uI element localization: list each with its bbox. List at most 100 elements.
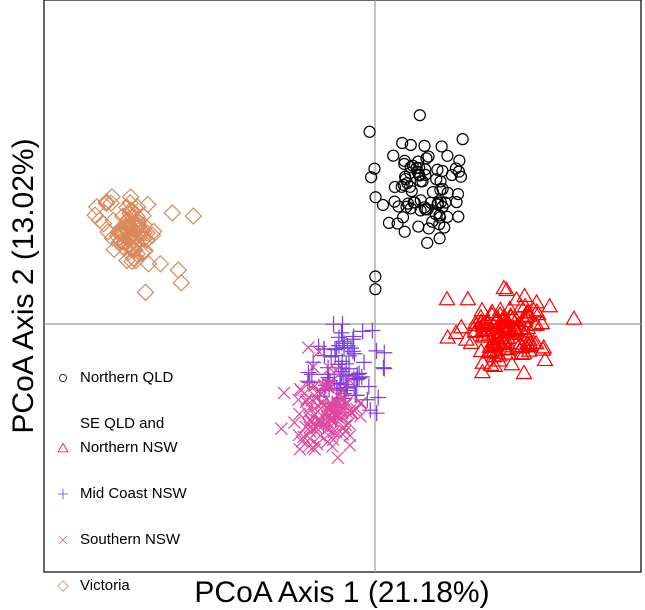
data-point-northern-qld	[391, 217, 404, 230]
data-point-southern-nsw	[331, 451, 345, 465]
data-point-se-qld-and-northern-nsw	[520, 331, 538, 346]
data-point-northern-qld	[433, 232, 446, 245]
data-point-se-qld-and-northern-nsw	[485, 347, 503, 363]
data-point-northern-qld	[426, 215, 439, 228]
legend-item-mid-coast-nsw[interactable]: Mid Coast NSW	[57, 485, 188, 502]
data-point-victoria	[136, 283, 155, 302]
data-point-mid-coast-nsw	[368, 342, 385, 359]
data-point-se-qld-and-northern-nsw	[491, 324, 509, 339]
data-point-mid-coast-nsw	[330, 329, 347, 346]
data-point-southern-nsw	[294, 384, 308, 397]
data-point-northern-qld	[396, 136, 409, 150]
data-point-mid-coast-nsw	[335, 368, 352, 385]
data-point-southern-nsw	[320, 405, 334, 419]
data-point-mid-coast-nsw	[351, 370, 368, 387]
data-point-northern-qld	[407, 196, 420, 209]
legend-item-se-qld-and-northern-nsw[interactable]: SE QLD and Northern NSW	[57, 415, 178, 456]
data-point-victoria	[113, 237, 132, 256]
data-point-northern-qld	[434, 175, 447, 188]
data-point-northern-qld	[369, 283, 382, 296]
data-point-southern-nsw	[287, 416, 301, 429]
data-point-northern-qld	[419, 203, 432, 216]
legend-item-victoria[interactable]: Victoria	[57, 577, 131, 594]
data-point-victoria	[90, 211, 109, 230]
data-point-mid-coast-nsw	[375, 359, 392, 376]
data-point-se-qld-and-northern-nsw	[492, 329, 510, 345]
data-point-southern-nsw	[304, 380, 318, 394]
data-point-northern-qld	[388, 180, 402, 194]
data-point-northern-qld	[405, 185, 418, 198]
data-point-se-qld-and-northern-nsw	[495, 310, 513, 326]
data-point-northern-qld	[452, 210, 465, 223]
data-point-northern-qld	[456, 133, 469, 146]
legend-label-northern-qld: Northern QLD	[80, 369, 174, 386]
data-point-se-qld-and-northern-nsw	[527, 334, 545, 350]
data-point-se-qld-and-northern-nsw	[479, 314, 497, 330]
data-point-mid-coast-nsw	[319, 366, 336, 383]
data-point-northern-qld	[406, 159, 419, 172]
series-southern-nsw	[274, 341, 368, 465]
data-point-se-qld-and-northern-nsw	[452, 318, 470, 334]
data-point-southern-nsw	[324, 425, 338, 439]
data-point-se-qld-and-northern-nsw	[473, 363, 491, 379]
data-point-southern-nsw	[312, 345, 326, 359]
data-point-se-qld-and-northern-nsw	[496, 314, 514, 329]
data-point-se-qld-and-northern-nsw	[507, 321, 525, 337]
data-point-se-qld-and-northern-nsw	[486, 357, 504, 373]
data-point-victoria	[121, 194, 139, 212]
data-point-se-qld-and-northern-nsw	[459, 290, 477, 306]
data-point-southern-nsw	[311, 398, 325, 412]
data-point-victoria	[103, 187, 121, 206]
data-point-se-qld-and-northern-nsw	[535, 338, 553, 354]
data-point-northern-qld	[430, 173, 443, 186]
data-point-se-qld-and-northern-nsw	[462, 334, 480, 349]
data-point-northern-qld	[416, 175, 429, 188]
data-point-se-qld-and-northern-nsw	[491, 305, 509, 321]
legend-marker-northern-qld	[59, 374, 67, 382]
data-point-southern-nsw	[305, 393, 319, 407]
data-point-se-qld-and-northern-nsw	[528, 302, 546, 318]
data-point-se-qld-and-northern-nsw	[565, 309, 583, 325]
data-point-northern-qld	[369, 270, 382, 283]
data-point-southern-nsw	[293, 442, 307, 456]
data-point-northern-qld	[387, 149, 400, 162]
legend-marker-se-qld-and-northern-nsw	[57, 442, 69, 453]
legend-item-northern-qld[interactable]: Northern QLD	[59, 369, 174, 386]
x-axis-title: PCoA Axis 1 (21.18%)	[194, 576, 489, 609]
data-point-mid-coast-nsw	[370, 389, 387, 406]
data-point-se-qld-and-northern-nsw	[499, 334, 517, 350]
data-point-mid-coast-nsw	[300, 364, 317, 381]
data-point-northern-qld	[418, 139, 431, 152]
data-point-northern-qld	[436, 200, 449, 213]
data-point-victoria	[118, 221, 137, 240]
data-point-northern-qld	[412, 168, 425, 181]
data-point-victoria	[138, 195, 157, 214]
data-point-se-qld-and-northern-nsw	[505, 319, 523, 334]
data-point-southern-nsw	[317, 378, 331, 392]
data-point-se-qld-and-northern-nsw	[527, 293, 546, 309]
data-point-mid-coast-nsw	[356, 354, 373, 371]
data-point-northern-qld	[368, 162, 381, 175]
legend-marker-southern-nsw	[58, 535, 68, 545]
data-point-southern-nsw	[333, 387, 347, 401]
data-point-northern-qld	[441, 210, 454, 223]
data-point-mid-coast-nsw	[359, 391, 376, 408]
data-point-southern-nsw	[342, 373, 356, 387]
data-point-southern-nsw	[293, 407, 306, 421]
data-point-se-qld-and-northern-nsw	[501, 300, 519, 316]
legend[interactable]: Northern QLD SE QLD and Northern NSW Mid Co…	[57, 369, 188, 594]
data-point-se-qld-and-northern-nsw	[473, 322, 491, 338]
data-point-northern-qld	[414, 204, 427, 217]
data-point-se-qld-and-northern-nsw	[477, 321, 495, 337]
legend-item-southern-nsw[interactable]: Southern NSW	[58, 531, 181, 548]
data-point-victoria	[115, 225, 134, 244]
data-point-southern-nsw	[301, 406, 315, 420]
data-point-northern-qld	[413, 161, 426, 175]
data-point-southern-nsw	[321, 378, 335, 392]
data-point-southern-nsw	[303, 401, 316, 414]
data-point-northern-qld	[363, 125, 376, 138]
data-point-victoria	[123, 219, 142, 238]
data-point-northern-qld	[412, 220, 425, 233]
data-point-southern-nsw	[321, 435, 334, 449]
data-point-southern-nsw	[304, 415, 318, 429]
